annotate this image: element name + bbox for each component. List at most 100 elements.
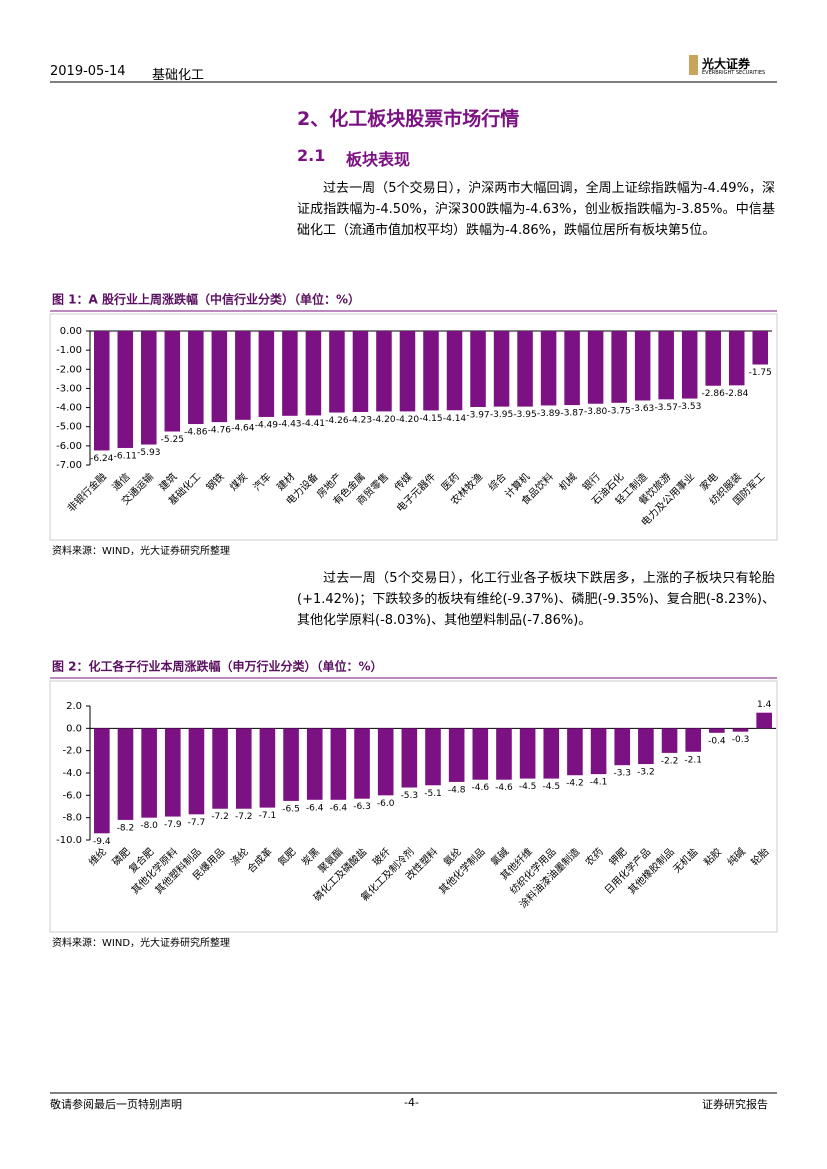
value-label: -4.64 [231,423,255,433]
value-label: -8.0 [140,821,158,831]
bar [587,331,604,404]
value-label: -3.95 [513,410,536,420]
value-label: -3.89 [537,409,561,419]
x-tick-label: 煤炭 [227,470,250,493]
figure-title: 图 2：化工各子行业本周涨跌幅（申万行业分类）（单位：%） [52,659,383,674]
bar [329,331,345,413]
section-number: 2.1 [297,146,326,165]
value-label: -4.41 [302,419,325,429]
value-label: -4.14 [443,414,467,424]
source-note: 资料来源：WIND，光大证券研究所整理 [52,936,230,949]
bar [399,331,416,412]
logo-text: 光大证券 [702,57,751,71]
y-tick-label: -2.0 [62,746,82,757]
value-label: -4.6 [472,783,490,793]
bar [543,728,560,779]
x-tick-label: 汽车 [250,470,273,493]
value-label: -3.95 [490,410,513,420]
value-label: -7.7 [188,818,206,828]
bar [282,331,298,416]
value-label: -4.8 [448,785,466,795]
value-label: -7.1 [259,811,277,821]
bar [519,728,536,779]
x-tick-label: 轮胎 [748,845,771,868]
bar [188,331,204,425]
value-label: -3.2 [637,768,655,778]
value-label: -4.2 [566,779,584,789]
bar [377,728,394,796]
bar [164,331,181,432]
bar [425,728,441,786]
bar [496,728,512,780]
value-label: -4.26 [325,416,349,426]
bar [567,728,583,776]
value-label: -2.2 [661,756,679,766]
x-tick-label: 合成革 [244,845,274,875]
value-label: -3.75 [607,406,630,416]
value-label: -6.4 [330,803,348,813]
value-label: -4.20 [396,415,420,425]
value-label: -3.53 [678,402,701,412]
x-tick-label: 纯碱 [724,845,747,868]
value-label: -9.4 [93,837,111,847]
bar [235,728,252,809]
bar [614,728,631,766]
x-tick-label: 氮肥 [275,845,298,868]
y-tick-label: -2.00 [56,364,82,375]
paragraph: 过去一周（5个交易日），沪深两市大幅回调，全周上证综指跌幅为-4.49%，深证成… [297,181,775,238]
value-label: -4.1 [590,778,608,788]
bar [117,331,134,448]
bar [94,728,110,834]
bar [472,728,489,780]
x-tick-label: 维纶 [86,845,109,868]
bar [306,728,323,800]
y-tick-label: -4.00 [56,403,82,414]
value-label: -6.4 [306,803,324,813]
bar [634,331,651,401]
y-tick-label: -4.0 [62,768,82,779]
value-label: -4.5 [519,782,537,792]
x-tick-label: 钢铁 [203,470,226,493]
bar [141,331,157,445]
bar [164,728,181,817]
bar [705,331,721,386]
source-note: 资料来源：WIND，光大证券研究所整理 [52,544,230,557]
section-subtitle: 板块表现 [346,150,411,169]
value-label: 1.4 [757,700,772,710]
value-label: -0.4 [708,736,726,746]
bar [354,728,370,799]
value-label: -7.2 [211,812,229,822]
value-label: -4.86 [184,428,208,438]
value-label: -6.0 [377,799,395,809]
bar [728,331,745,386]
value-label: -6.24 [90,454,114,464]
bar [470,331,486,407]
value-label: -5.25 [161,435,184,445]
y-tick-label: 2.0 [66,701,82,712]
value-label: -3.97 [466,410,489,420]
x-tick-label: 机械 [556,470,579,493]
bar [448,728,465,782]
bar [732,728,749,732]
bar [564,331,580,406]
value-label: -3.80 [584,407,608,417]
y-tick-label: -5.00 [56,422,82,433]
paragraph: 过去一周（5个交易日），化工行业各子板块下跌居多，上涨的子板块只有轮胎(+1.4… [297,571,775,628]
value-label: -5.93 [137,448,160,458]
bar [283,728,299,801]
bar [685,728,702,752]
y-tick-label: -6.0 [62,790,82,801]
value-label: -1.75 [749,368,772,378]
value-label: -3.3 [613,769,631,779]
x-tick-label: 农药 [582,845,605,868]
y-tick-label: -6.00 [56,441,82,452]
value-label: -4.5 [542,782,560,792]
bar [658,331,674,400]
value-label: -6.5 [282,804,300,814]
value-label: -4.20 [372,415,396,425]
bar [517,331,533,407]
value-label: -5.1 [424,789,442,799]
x-tick-label: 粘胶 [701,845,724,868]
